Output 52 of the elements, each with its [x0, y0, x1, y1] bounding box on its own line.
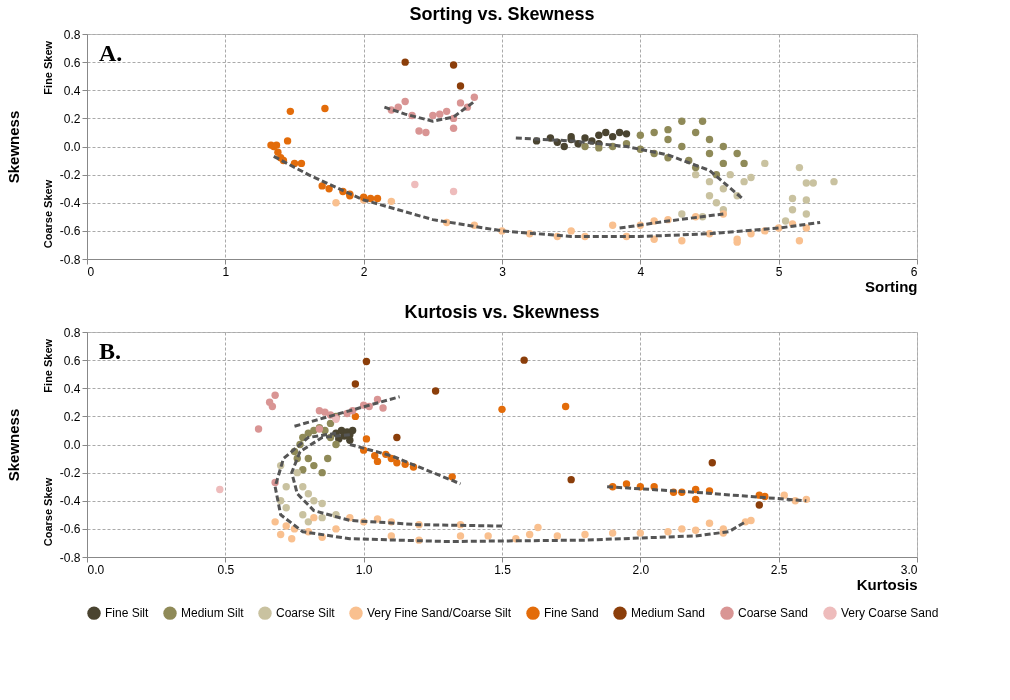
legend-label: Medium Silt	[181, 606, 245, 621]
y-tick-label: 0.2	[63, 409, 81, 424]
x-tick-label: 0.0	[87, 562, 105, 577]
legend-label: Coarse Silt	[276, 606, 336, 621]
chart-title: Sorting vs. Skewness	[409, 4, 595, 24]
y-tick-label: 0.2	[63, 111, 81, 126]
x-tick-label: 2.0	[632, 562, 650, 577]
y-tick-label: -0.2	[59, 466, 81, 481]
y-tick-label: 0.0	[63, 140, 81, 154]
text: Fine Skew	[42, 40, 54, 95]
text: Coarse Skew	[42, 477, 54, 547]
x-tick-label: 4	[637, 264, 645, 279]
legend-label: Very Fine Sand/Coarse Silt	[367, 606, 512, 621]
x-tick-label: 1	[222, 264, 230, 279]
y-tick-label: 0.4	[63, 83, 81, 98]
y-tick-label: 0.8	[63, 325, 81, 340]
x-tick-label: 6	[910, 264, 918, 279]
y-axis-title: Skewness	[4, 110, 22, 184]
annotation: B.	[99, 338, 122, 364]
x-tick-label: 1.5	[494, 562, 512, 577]
y-tick-label: 0.0	[63, 438, 81, 452]
x-tick-label: 3	[499, 264, 507, 279]
y-tick-label: 0.6	[63, 55, 81, 70]
x-tick-label: 0.5	[217, 562, 235, 577]
legend-label: Medium Sand	[631, 606, 706, 621]
x-tick-label: 5	[775, 264, 783, 279]
x-tick-label: 1.0	[355, 562, 373, 577]
y-tick-label: 0.4	[63, 381, 81, 396]
y-tick-label: -0.4	[59, 196, 81, 211]
legend-label: Fine Silt	[105, 606, 150, 621]
x-tick-label: 3.0	[900, 562, 918, 577]
y-tick-label: -0.6	[59, 224, 81, 239]
x-tick-label: 0	[87, 264, 95, 279]
y-tick-label: -0.8	[59, 252, 81, 267]
text: Fine Skew	[42, 338, 54, 393]
y-tick-label: -0.8	[59, 550, 81, 565]
legend-label: Fine Sand	[544, 606, 599, 621]
y-tick-label: -0.6	[59, 522, 81, 537]
y-axis-title: Skewness	[4, 408, 22, 482]
legend-label: Very Coarse Sand	[841, 606, 939, 621]
x-axis-title: Sorting	[865, 277, 918, 295]
y-tick-label: -0.4	[59, 494, 81, 509]
text: Coarse Skew	[42, 179, 54, 249]
x-axis-title: Kurtosis	[856, 575, 918, 593]
y-tick-label: 0.8	[63, 27, 81, 42]
chart-title: Kurtosis vs. Skewness	[404, 302, 600, 322]
y-tick-label: -0.2	[59, 168, 81, 183]
x-tick-label: 2	[360, 264, 368, 279]
y-tick-label: 0.6	[63, 353, 81, 368]
x-tick-label: 2.5	[770, 562, 788, 577]
legend-label: Coarse Sand	[738, 606, 809, 621]
annotation: A.	[99, 40, 123, 66]
